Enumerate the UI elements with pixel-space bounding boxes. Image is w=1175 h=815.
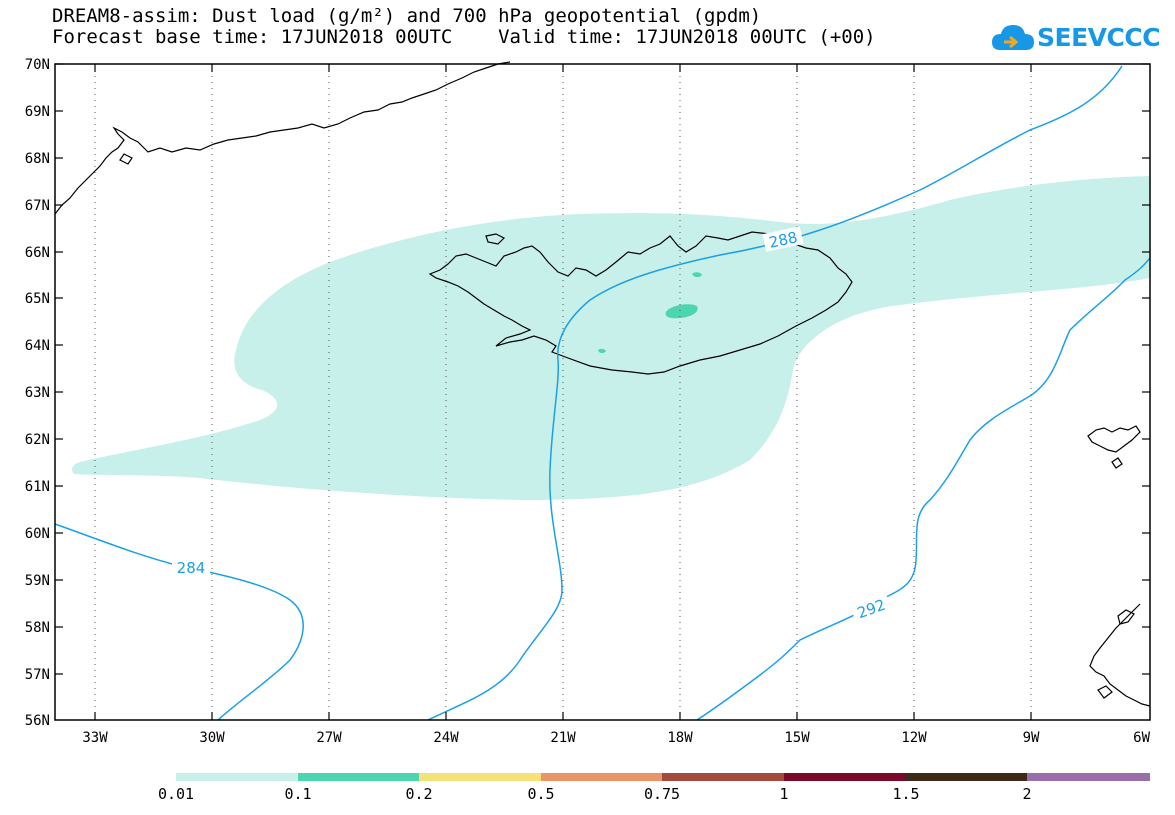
lat-label: 57N [25,667,50,683]
colorbar-segment [298,773,419,781]
lat-label: 69N [25,104,50,120]
colorbar-segment [784,773,906,781]
lat-label: 61N [25,479,50,495]
lon-labels: 33W 30W 27W 24W 21W 18W 15W 12W 9W 6W [82,730,1150,746]
lat-labels: 70N 69N 68N 67N 66N 65N 64N 63N 62N 61N … [25,57,50,729]
colorbar-segment [419,773,541,781]
cloud-icon [992,25,1034,50]
contour-label-288: 288 [767,228,799,252]
lon-label: 6W [1133,730,1150,746]
lat-label: 59N [25,573,50,589]
lat-axis [55,63,1150,675]
seevccc-logo: SEEVCCC [990,20,1161,60]
colorbar-segment [541,773,662,781]
colorbar-label: 1.5 [892,785,920,803]
lat-label: 64N [25,338,50,354]
lon-label: 27W [316,730,342,746]
lon-axis [94,64,1032,720]
lon-gridlines [94,64,1032,720]
contour-288 [427,65,1123,721]
lat-label: 56N [25,713,50,729]
dust-area-mid-3 [598,348,606,354]
colorbar-segment [176,773,298,781]
colorbar-label: 1 [779,785,789,803]
dust-area-mid-1 [665,304,698,319]
coastlines [54,61,1151,707]
lon-label: 18W [667,730,693,746]
lat-label: 68N [25,151,50,167]
lon-label: 24W [433,730,459,746]
contour-labels: 284 288 292 [172,226,892,623]
colorbar-segment [662,773,784,781]
map-title: DREAM8-assim: Dust load (g/m²) and 700 h… [52,5,762,27]
logo-text: SEEVCCC [1037,23,1161,52]
colorbar-segment [1027,773,1150,781]
colorbar [176,773,1150,781]
contour-292 [696,257,1151,721]
colorbar-label: 0.1 [284,785,312,803]
contour-label-bg [172,558,210,576]
colorbar-label: 0.01 [157,785,195,803]
lon-label: 9W [1023,730,1040,746]
lon-label: 33W [82,730,108,746]
lat-label: 67N [25,198,50,214]
lat-label: 60N [25,526,50,542]
colorbar-segment [906,773,1027,781]
colorbar-label: 0.75 [643,785,681,803]
contour-label-bg [762,226,804,252]
colorbar-label: 0.5 [527,785,555,803]
lat-label: 62N [25,432,50,448]
colorbar-label: 2 [1022,785,1032,803]
geopotential-contours [54,65,1151,721]
lat-label: 66N [25,245,50,261]
contour-284 [54,523,304,721]
lon-label: 21W [550,730,576,746]
lat-label: 63N [25,385,50,401]
dust-area-mid-2 [692,272,702,278]
lat-label: 65N [25,291,50,307]
forecast-time: Forecast base time: 17JUN2018 00UTC Vali… [52,26,876,48]
contour-label-284: 284 [177,559,206,577]
lat-label: 58N [25,620,50,636]
dust-area-light [72,176,1150,500]
contour-label-bg [850,593,892,623]
lon-label: 30W [199,730,225,746]
lon-label: 15W [784,730,810,746]
contour-label-292: 292 [855,596,888,623]
lat-label: 70N [25,57,50,73]
lon-label: 12W [901,730,927,746]
colorbar-label: 0.2 [405,785,433,803]
